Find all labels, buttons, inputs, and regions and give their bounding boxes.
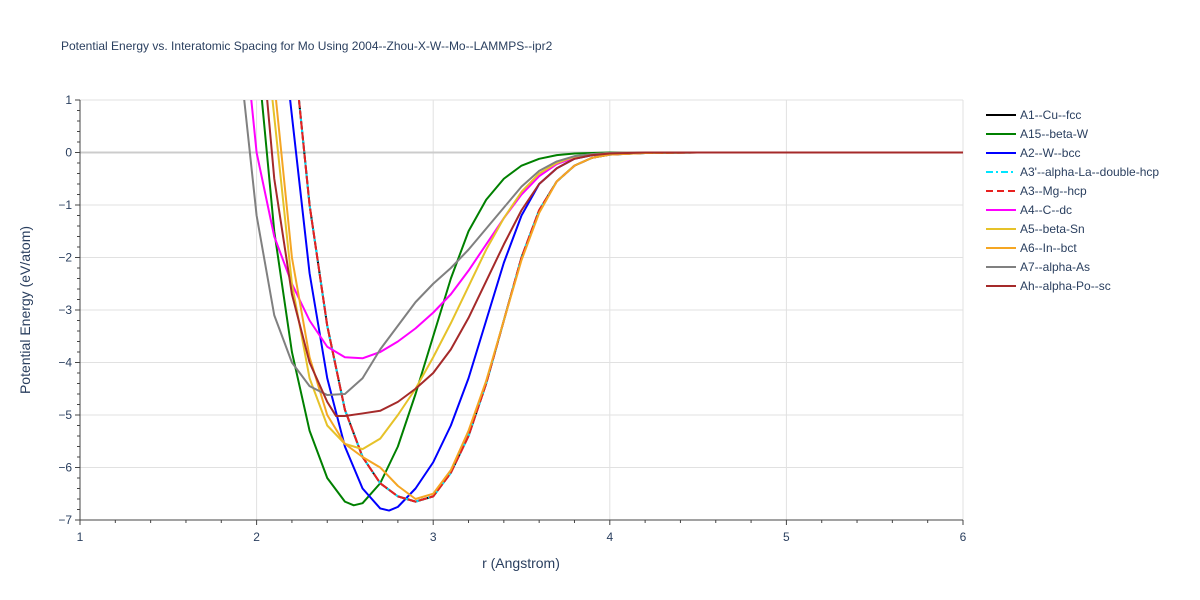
x-tick-label: 4: [606, 530, 613, 544]
x-tick-label: 1: [77, 530, 84, 544]
x-tick-label: 3: [430, 530, 437, 544]
legend-label: A7--alpha-As: [1020, 260, 1090, 274]
y-axis-title: Potential Energy (eV/atom): [17, 226, 33, 394]
series-line: [266, 100, 963, 418]
legend-item[interactable]: A5--beta-Sn: [986, 222, 1085, 236]
series-line: [275, 100, 963, 500]
legend-item[interactable]: A15--beta-W: [986, 127, 1089, 141]
legend-label: A1--Cu--fcc: [1020, 108, 1081, 122]
legend-item[interactable]: A2--W--bcc: [986, 146, 1080, 160]
legend-label: A2--W--bcc: [1020, 146, 1080, 160]
x-axis-title: r (Angstrom): [482, 555, 560, 571]
legend-item[interactable]: Ah--alpha-Po--sc: [986, 279, 1111, 293]
legend-label: A3--Mg--hcp: [1020, 184, 1087, 198]
legend-item[interactable]: A4--C--dc: [986, 203, 1072, 217]
y-tick-label: −6: [58, 461, 72, 475]
y-tick-label: 1: [65, 93, 72, 107]
legend-item[interactable]: A1--Cu--fcc: [986, 108, 1081, 122]
legend-label: A5--beta-Sn: [1020, 222, 1085, 236]
chart-title: Potential Energy vs. Interatomic Spacing…: [61, 39, 553, 53]
legend-item[interactable]: A3'--alpha-La--double-hcp: [986, 165, 1159, 179]
grid: [80, 99, 964, 520]
y-tick-labels: 1 0 −1 −2 −3 −4 −5 −6 −7: [58, 93, 72, 527]
legend-item[interactable]: A3--Mg--hcp: [986, 184, 1087, 198]
legend-label: A3'--alpha-La--double-hcp: [1020, 165, 1159, 179]
x-tick-label: 6: [960, 530, 967, 544]
legend-label: A15--beta-W: [1020, 127, 1089, 141]
x-tick-label: 2: [253, 530, 260, 544]
series-line: [243, 100, 963, 397]
legend-label: A4--C--dc: [1020, 203, 1072, 217]
y-tick-label: 0: [65, 146, 72, 160]
legend-item[interactable]: A7--alpha-As: [986, 260, 1090, 274]
y-tick-label: −5: [58, 408, 72, 422]
legend-label: A6--In--bct: [1020, 241, 1077, 255]
y-tick-label: −4: [58, 356, 72, 370]
y-tick-label: −2: [58, 251, 72, 265]
legend[interactable]: A1--Cu--fcc A15--beta-W A2--W--bcc A3'--alp…: [986, 108, 1159, 293]
legend-item[interactable]: A6--In--bct: [986, 241, 1077, 255]
y-tick-label: −3: [58, 303, 72, 317]
series-group: [243, 100, 963, 512]
y-tick-label: −7: [58, 513, 72, 527]
x-tick-label: 5: [783, 530, 790, 544]
axes: [75, 99, 964, 525]
legend-label: Ah--alpha-Po--sc: [1020, 279, 1111, 293]
y-tick-label: −1: [58, 198, 72, 212]
x-tick-labels: 1 2 3 4 5 6: [77, 530, 967, 544]
series-line: [260, 100, 963, 507]
